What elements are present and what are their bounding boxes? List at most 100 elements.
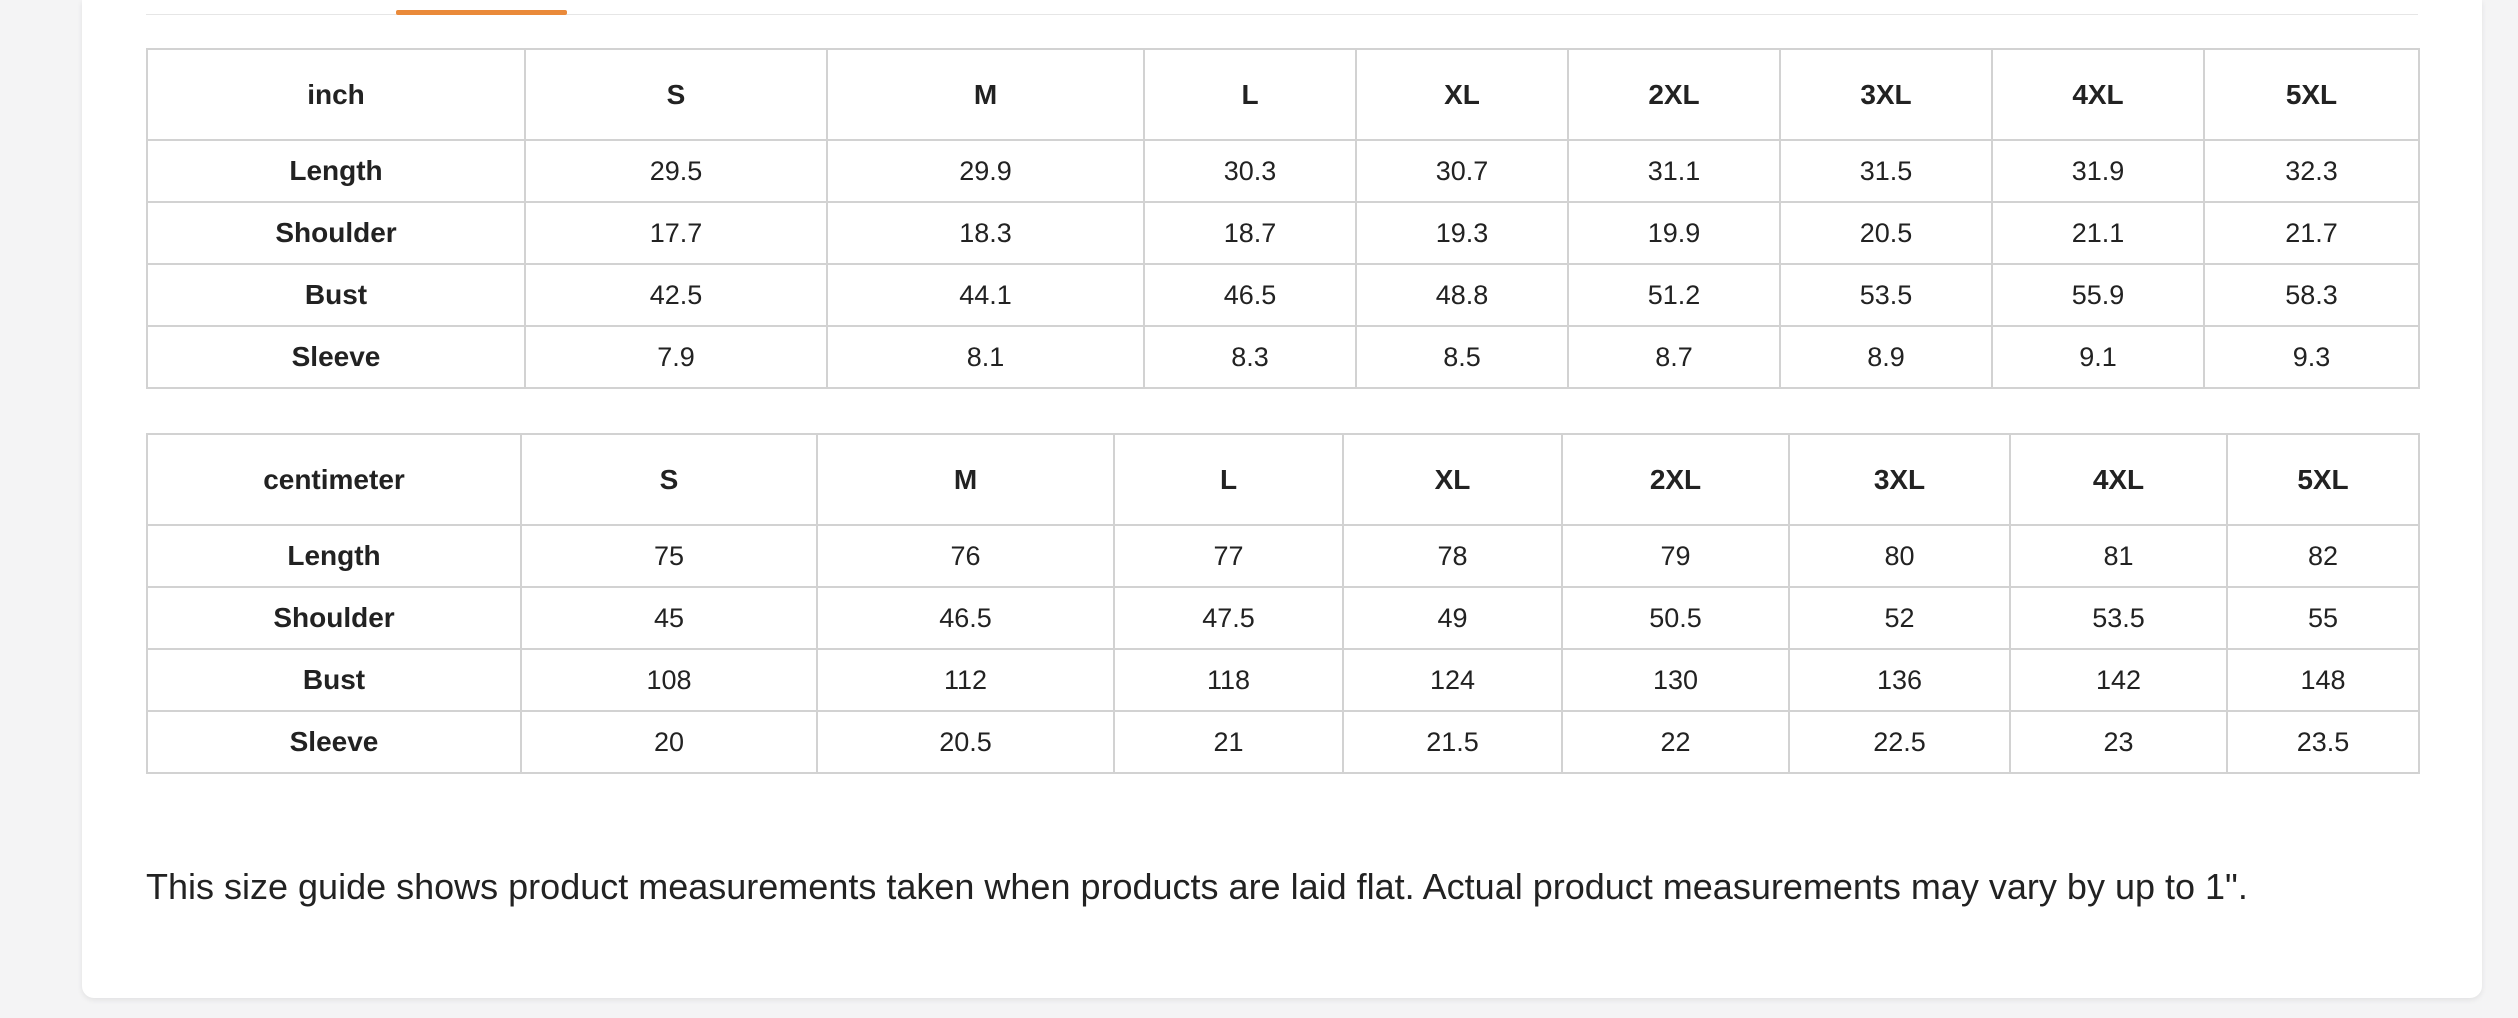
table-cell: 29.9 (826, 139, 1145, 203)
table-cell: 46.5 (1143, 263, 1357, 327)
table-cell: 18.7 (1143, 201, 1357, 265)
table-cell: 20 (520, 710, 818, 774)
table-cell: 20.5 (1779, 201, 1993, 265)
table-cell: 31.9 (1991, 139, 2205, 203)
measurement-label: Sleeve (146, 325, 526, 389)
measurement-label: Bust (146, 263, 526, 327)
table-cell: 46.5 (816, 586, 1115, 650)
table-cell: 53.5 (2009, 586, 2228, 650)
measurement-label: Sleeve (146, 710, 522, 774)
measurement-label: Shoulder (146, 201, 526, 265)
table-cell: 45 (520, 586, 818, 650)
size-header: 5XL (2226, 433, 2420, 526)
table-cell: 8.5 (1355, 325, 1569, 389)
table-cell: 50.5 (1561, 586, 1790, 650)
size-header: XL (1355, 48, 1569, 141)
size-header: L (1113, 433, 1344, 526)
size-header: 3XL (1779, 48, 1993, 141)
table-row: Sleeve 7.9 8.1 8.3 8.5 8.7 8.9 9.1 9.3 (146, 325, 2420, 389)
table-cell: 112 (816, 648, 1115, 712)
table-cell: 8.9 (1779, 325, 1993, 389)
measurement-label: Length (146, 524, 522, 588)
table-cell: 21.5 (1342, 710, 1563, 774)
table-cell: 142 (2009, 648, 2228, 712)
table-cell: 79 (1561, 524, 1790, 588)
table-cell: 124 (1342, 648, 1563, 712)
table-cell: 49 (1342, 586, 1563, 650)
table-header-row: centimeter S M L XL 2XL 3XL 4XL 5XL (146, 433, 2420, 526)
measurement-label: Length (146, 139, 526, 203)
table-cell: 31.1 (1567, 139, 1781, 203)
inch-size-table: inch S M L XL 2XL 3XL 4XL 5XL Length 29.… (146, 48, 2420, 389)
size-header: S (524, 48, 828, 141)
table-row: Bust 108 112 118 124 130 136 142 148 (146, 648, 2420, 712)
table-cell: 75 (520, 524, 818, 588)
size-header: M (816, 433, 1115, 526)
tabs-divider (146, 14, 2418, 15)
table-cell: 30.7 (1355, 139, 1569, 203)
table-cell: 81 (2009, 524, 2228, 588)
table-cell: 8.3 (1143, 325, 1357, 389)
size-header: 4XL (2009, 433, 2228, 526)
table-cell: 76 (816, 524, 1115, 588)
table-cell: 7.9 (524, 325, 828, 389)
table-row: Sleeve 20 20.5 21 21.5 22 22.5 23 23.5 (146, 710, 2420, 774)
table-row: Length 29.5 29.9 30.3 30.7 31.1 31.5 31.… (146, 139, 2420, 203)
table-cell: 8.7 (1567, 325, 1781, 389)
table-cell: 48.8 (1355, 263, 1569, 327)
size-header: L (1143, 48, 1357, 141)
table-cell: 21.7 (2203, 201, 2420, 265)
table-cell: 18.3 (826, 201, 1145, 265)
table-cell: 9.1 (1991, 325, 2205, 389)
table-cell: 47.5 (1113, 586, 1344, 650)
table-cell: 44.1 (826, 263, 1145, 327)
unit-header: centimeter (146, 433, 522, 526)
table-cell: 42.5 (524, 263, 828, 327)
size-header: 2XL (1567, 48, 1781, 141)
measurement-label: Bust (146, 648, 522, 712)
table-cell: 29.5 (524, 139, 828, 203)
table-cell: 31.5 (1779, 139, 1993, 203)
table-cell: 55 (2226, 586, 2420, 650)
table-cell: 58.3 (2203, 263, 2420, 327)
centimeter-size-table: centimeter S M L XL 2XL 3XL 4XL 5XL Leng… (146, 433, 2420, 774)
active-tab-indicator[interactable] (396, 10, 567, 15)
table-row: Shoulder 45 46.5 47.5 49 50.5 52 53.5 55 (146, 586, 2420, 650)
table-cell: 30.3 (1143, 139, 1357, 203)
table-row: Bust 42.5 44.1 46.5 48.8 51.2 53.5 55.9 … (146, 263, 2420, 327)
table-cell: 80 (1788, 524, 2011, 588)
table-cell: 23 (2009, 710, 2228, 774)
table-cell: 136 (1788, 648, 2011, 712)
table-cell: 17.7 (524, 201, 828, 265)
table-cell: 77 (1113, 524, 1344, 588)
size-guide-note: This size guide shows product measuremen… (146, 866, 2248, 907)
table-cell: 21.1 (1991, 201, 2205, 265)
size-header: 4XL (1991, 48, 2205, 141)
table-cell: 22.5 (1788, 710, 2011, 774)
table-row: Shoulder 17.7 18.3 18.7 19.3 19.9 20.5 2… (146, 201, 2420, 265)
size-header: 5XL (2203, 48, 2420, 141)
table-cell: 53.5 (1779, 263, 1993, 327)
size-header: XL (1342, 433, 1563, 526)
table-cell: 82 (2226, 524, 2420, 588)
table-cell: 21 (1113, 710, 1344, 774)
table-cell: 19.9 (1567, 201, 1781, 265)
table-cell: 19.3 (1355, 201, 1569, 265)
size-header: 3XL (1788, 433, 2011, 526)
table-cell: 108 (520, 648, 818, 712)
table-cell: 8.1 (826, 325, 1145, 389)
table-header-row: inch S M L XL 2XL 3XL 4XL 5XL (146, 48, 2420, 141)
table-cell: 32.3 (2203, 139, 2420, 203)
size-guide-card: inch S M L XL 2XL 3XL 4XL 5XL Length 29.… (82, 0, 2482, 998)
table-cell: 148 (2226, 648, 2420, 712)
table-cell: 52 (1788, 586, 2011, 650)
table-cell: 22 (1561, 710, 1790, 774)
table-cell: 23.5 (2226, 710, 2420, 774)
size-header: M (826, 48, 1145, 141)
table-cell: 20.5 (816, 710, 1115, 774)
table-row: Length 75 76 77 78 79 80 81 82 (146, 524, 2420, 588)
table-cell: 118 (1113, 648, 1344, 712)
table-cell: 78 (1342, 524, 1563, 588)
unit-header: inch (146, 48, 526, 141)
size-header: S (520, 433, 818, 526)
